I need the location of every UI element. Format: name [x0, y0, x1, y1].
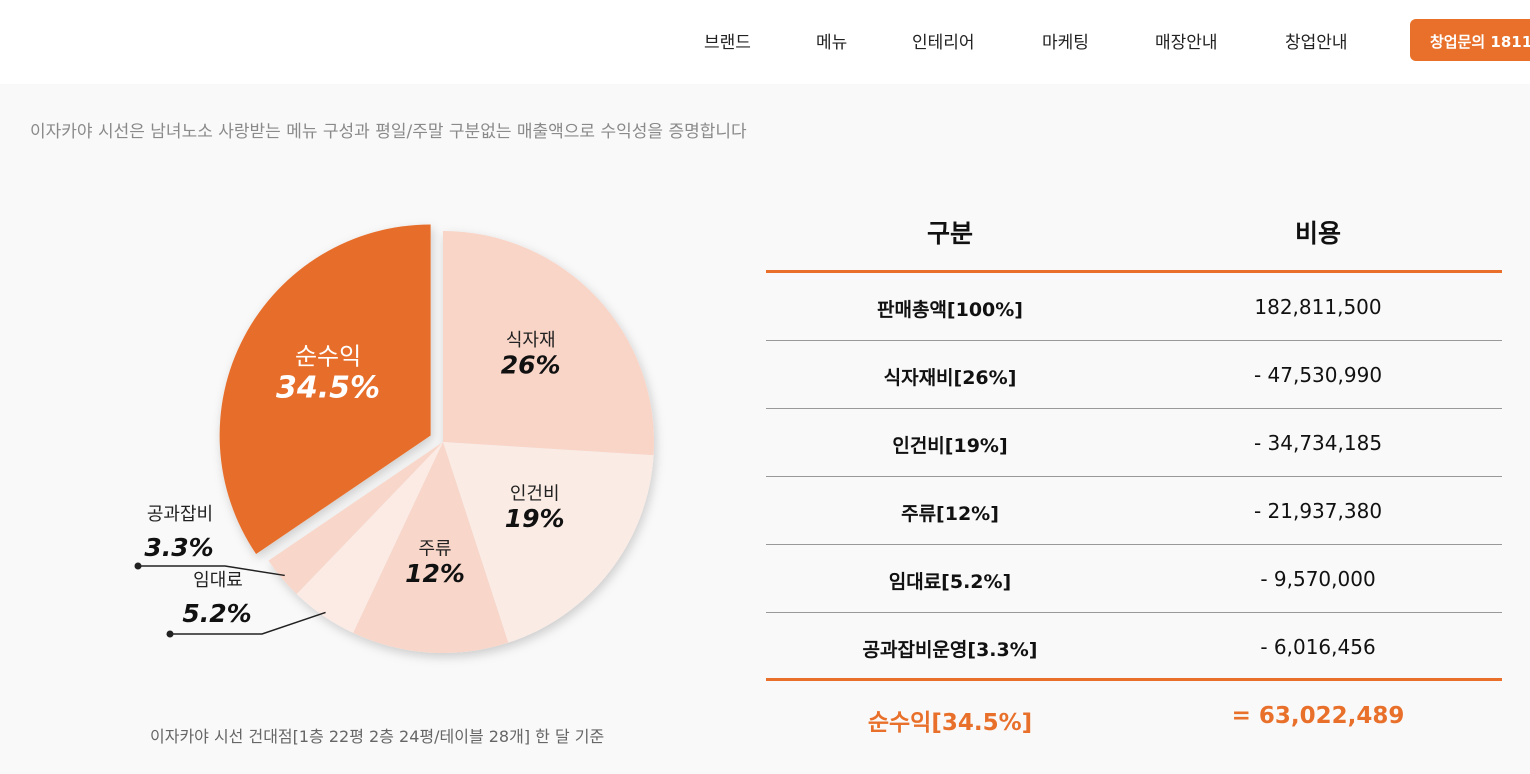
nav-item-marketing[interactable]: 마케팅 [1042, 33, 1089, 53]
nav-item-brand[interactable]: 브랜드 [704, 33, 751, 53]
slice-label: 주류 [418, 539, 451, 560]
slice-value-label: 3.3% [144, 533, 213, 562]
leader-line [170, 611, 326, 635]
total-amount: = 63,022,489 [1231, 703, 1405, 729]
row-label: 인건비[19%] [892, 435, 1008, 457]
cost-table: 구분 비용 판매총액[100%] 182,811,500 식자재비[26%] -… [766, 200, 1502, 755]
slice-label: 순수익 [295, 343, 361, 371]
table-row: 식자재비[26%] - 47,530,990 [766, 341, 1502, 409]
table-row: 인건비[19%] - 34,734,185 [766, 409, 1502, 477]
slice-label: 공과잡비 [147, 504, 213, 525]
leader-dot [166, 630, 174, 638]
pie-slice [443, 442, 654, 643]
row-label: 주류[12%] [901, 503, 999, 525]
slice-label: 인건비 [510, 483, 560, 504]
intro-text: 이자카야 시선은 남녀노소 사랑받는 메뉴 구성과 평일/주말 구분없는 매출액… [30, 122, 747, 142]
slice-label: 임대료 [193, 570, 243, 591]
pie-slice [268, 442, 443, 594]
pie-slice [296, 442, 443, 633]
slice-label: 식자재 [506, 330, 556, 351]
pie-slice [353, 442, 509, 653]
table-row: 주류[12%] - 21,937,380 [766, 477, 1502, 545]
leader-dot [134, 562, 142, 570]
table-row: 공과잡비운영[3.3%] - 6,016,456 [766, 613, 1502, 681]
top-nav: 브랜드 메뉴 인테리어 마케팅 매장안내 창업안내 창업문의 1811 [0, 0, 1530, 84]
table-row: 판매총액[100%] 182,811,500 [766, 273, 1502, 341]
startup-inquiry-button[interactable]: 창업문의 1811 [1410, 19, 1530, 61]
slice-value-label: 5.2% [182, 599, 251, 628]
slice-value-label: 26% [501, 350, 561, 379]
pie-slice [219, 224, 431, 555]
row-label: 공과잡비운영[3.3%] [862, 639, 1038, 661]
table-header: 구분 비용 [766, 200, 1502, 273]
chart-caption: 이자카야 시선 건대점[1층 22평 2층 24평/테이블 28개] 한 달 기… [150, 727, 605, 746]
row-label: 임대료[5.2%] [888, 571, 1012, 593]
slice-value-label: 19% [505, 504, 565, 533]
row-label: 판매총액[100%] [877, 299, 1023, 321]
row-amount: - 21,937,380 [1253, 499, 1383, 523]
leader-line [138, 565, 285, 577]
nav-item-startup-info[interactable]: 창업안내 [1285, 33, 1348, 53]
slice-value-label: 34.5% [276, 371, 380, 406]
row-amount: - 34,734,185 [1253, 431, 1383, 455]
row-amount: - 9,570,000 [1260, 567, 1376, 591]
total-row: 순수익[34.5%] = 63,022,489 [766, 681, 1502, 755]
row-label: 식자재비[26%] [883, 367, 1017, 389]
nav-item-menu[interactable]: 메뉴 [816, 33, 848, 53]
header-category: 구분 [926, 219, 973, 248]
nav-item-interior[interactable]: 인테리어 [912, 33, 975, 53]
row-amount: - 47,530,990 [1253, 363, 1383, 387]
header-cost: 비용 [1294, 219, 1341, 248]
total-label: 순수익[34.5%] [867, 710, 1033, 736]
nav-item-store-info[interactable]: 매장안내 [1155, 33, 1218, 53]
pie-slice [443, 231, 654, 456]
pie-chart: 순수익 34.5% 식자재 26% 인건비 19% 주류 12% 임대료 5.2% 공과잡비 3.3% [0, 150, 760, 710]
row-amount: - 6,016,456 [1260, 635, 1376, 659]
slice-value-label: 12% [405, 559, 465, 588]
row-amount: 182,811,500 [1254, 295, 1382, 319]
table-row: 임대료[5.2%] - 9,570,000 [766, 545, 1502, 613]
